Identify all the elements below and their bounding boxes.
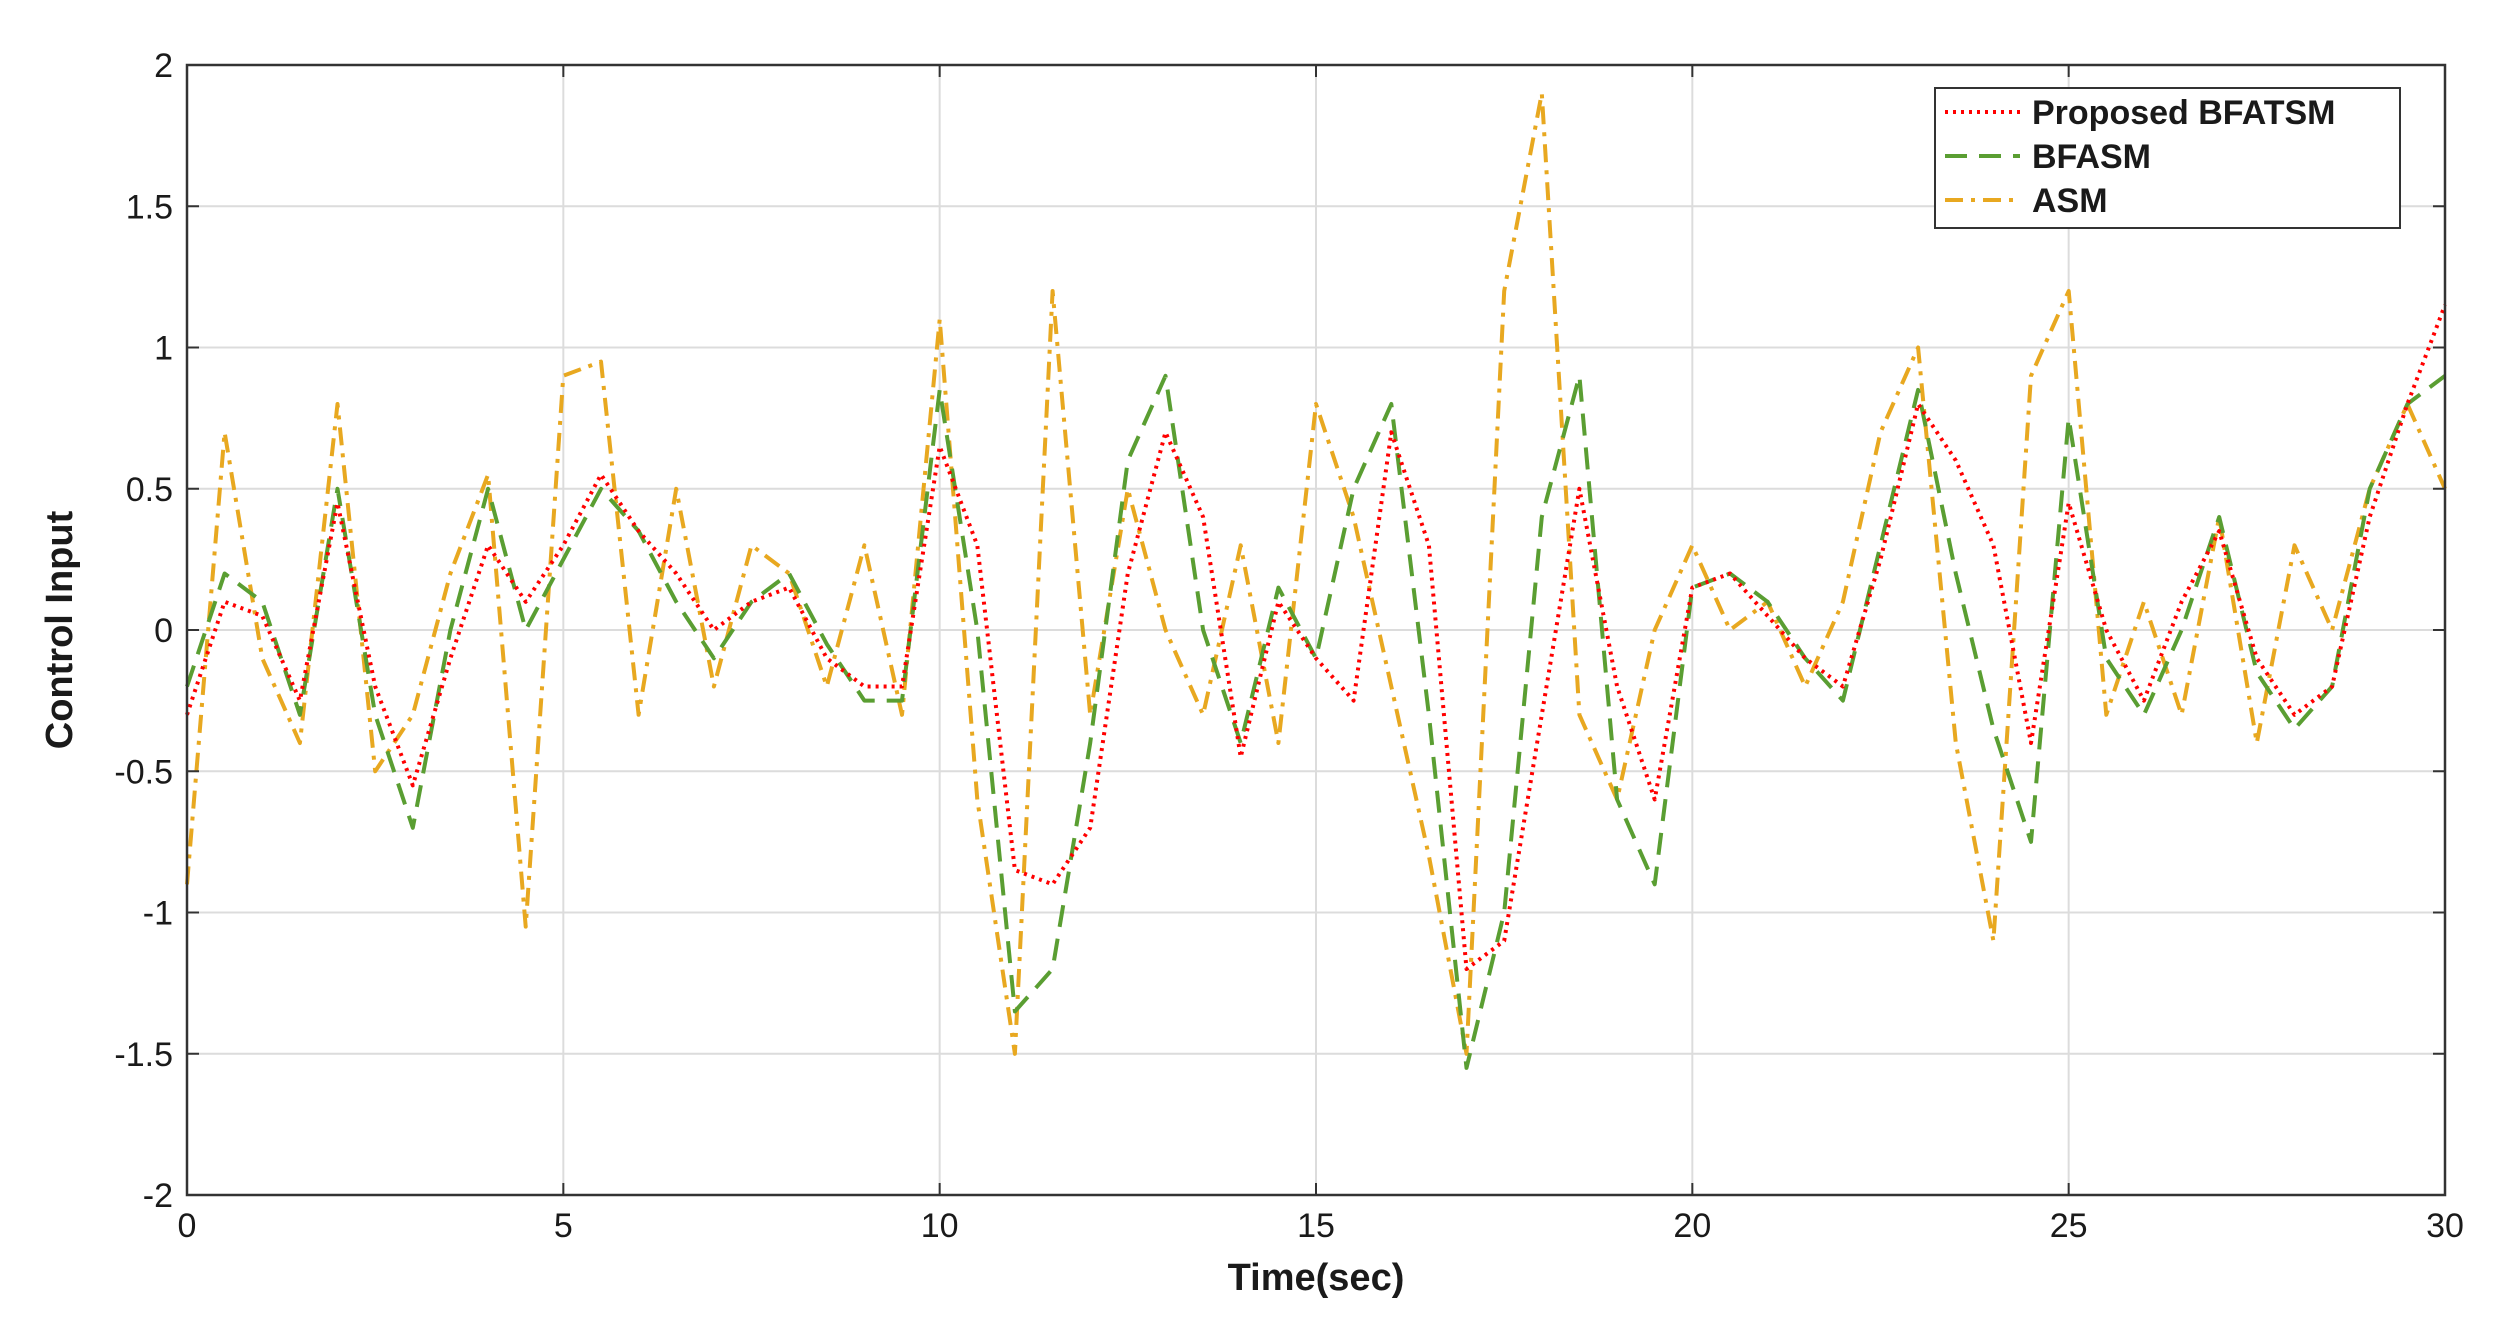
grid	[187, 65, 2445, 1195]
series-layer	[185, 91, 2447, 1070]
y-tick-label: -0.5	[114, 753, 173, 791]
x-tick-label: 5	[554, 1207, 573, 1245]
line-asm	[185, 91, 2447, 1056]
x-tick-label: 25	[2050, 1207, 2088, 1245]
x-tick-label: 15	[1297, 1207, 1335, 1245]
line-bfasm	[185, 373, 2447, 1070]
x-tick-label: 0	[178, 1207, 197, 1245]
x-tick-label: 10	[921, 1207, 959, 1245]
legend-label-bfasm: BFASM	[2032, 138, 2151, 176]
x-axis-label: Time(sec)	[1228, 1257, 1405, 1299]
legend-box	[1934, 87, 2401, 229]
y-tick-label: 0	[154, 612, 173, 650]
y-tick-label: -1.5	[114, 1036, 173, 1074]
y-tick-label: 1	[154, 330, 173, 368]
x-tick-label: 20	[1673, 1207, 1711, 1245]
legend-label-proposed-bfatsm: Proposed BFATSM	[2032, 94, 2336, 132]
y-tick-label: 1.5	[126, 188, 173, 226]
legend: Proposed BFATSM BFASM ASM	[1934, 87, 2401, 229]
y-tick-label: -2	[143, 1177, 173, 1215]
x-tick-label: 30	[2426, 1207, 2464, 1245]
y-axis-label: Control Input	[39, 510, 81, 749]
legend-label-asm: ASM	[2032, 182, 2108, 220]
y-tick-label: 2	[154, 47, 173, 85]
line-proposed-bfatsm	[185, 304, 2447, 971]
y-tick-label: -1	[143, 895, 173, 933]
y-tick-label: 0.5	[126, 471, 173, 509]
ticks: 0 5 10 15 20 25 30 -2 -1.5 -1 -0.5 0 0.5 1 1.5 2	[114, 47, 2464, 1245]
